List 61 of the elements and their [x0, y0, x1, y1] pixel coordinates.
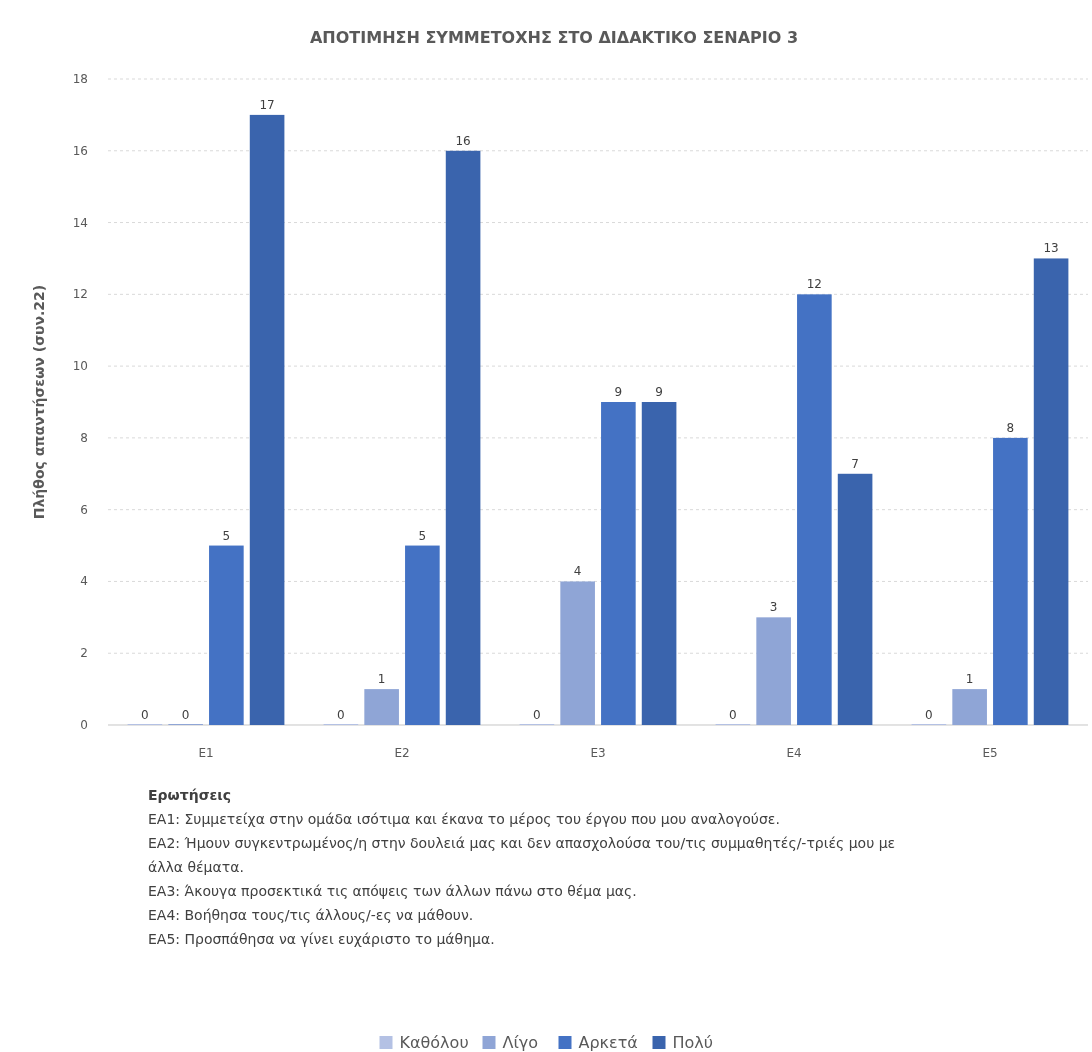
text: ΕΑ4: Βοήθησα τους/τις άλλους/-ες να μάθουν. [148, 907, 474, 923]
y-tick-label: 8 [80, 430, 88, 445]
bar [756, 617, 791, 725]
bar [797, 294, 832, 725]
bar [993, 437, 1028, 725]
bar [405, 545, 440, 725]
data-label: 5 [418, 528, 427, 543]
text: ΕΑ2: Ήμουν συγκεντρωμένος/η στην δουλειά μας και δεν απασχολούσα του/τις συμμαθητές/-τριές μου με άλλα θέματα. [148, 835, 896, 875]
bar [364, 689, 399, 725]
legend-label: Πολύ [672, 1033, 714, 1052]
y-tick-label: 2 [80, 646, 88, 661]
data-label: 1 [965, 672, 974, 687]
data-label: 0 [337, 708, 345, 722]
data-label: 8 [1006, 420, 1015, 435]
y-tick-label: 16 [72, 143, 88, 158]
data-label: 17 [259, 97, 275, 112]
text: Ερωτήσεις [148, 787, 232, 803]
bar [560, 581, 595, 725]
data-label: 1 [377, 672, 386, 687]
y-tick-label: 12 [72, 287, 88, 302]
chart-title: ΑΠΟΤΙΜΗΣΗ ΣΥΜΜΕΤΟΧΗΣ ΣΤΟ ΔΙΔΑΚΤΙΚΟ ΣΕΝΑΡΙΟ 3 [309, 28, 799, 47]
legend-label: Αρκετά [578, 1033, 638, 1052]
data-label: 7 [851, 456, 859, 471]
bar [952, 689, 987, 725]
x-tick-label: Ε5 [982, 746, 998, 760]
data-label: 12 [806, 277, 822, 292]
data-label: 9 [655, 385, 663, 399]
legend-label: Λίγο [502, 1033, 539, 1052]
x-tick-label: Ε4 [786, 746, 802, 760]
bar [837, 473, 873, 725]
text: ΕΑ3: Άκουγα προσεκτικά τις απόψεις των άλλων πάνω στο θέμα μας. [148, 883, 637, 899]
bar [209, 545, 244, 725]
bar [445, 150, 481, 725]
y-axis-title: Πλήθος απαντήσεων (συν.22) [31, 284, 47, 520]
bar [1033, 258, 1069, 725]
data-label: 0 [925, 708, 933, 722]
data-label: 13 [1043, 241, 1059, 256]
y-tick-label: 14 [72, 215, 88, 230]
bar [601, 402, 636, 725]
text: ΕΑ1: Συμμετείχα στην ομάδα ισότιμα και έκανα το μέρος του έργου που μου αναλογούσε. [148, 811, 780, 827]
data-label: 5 [222, 528, 231, 543]
x-tick-label: Ε3 [590, 746, 606, 760]
text: ΕΑ5: Προσπάθησα να γίνει ευχάριστο το μάθημα. [148, 931, 495, 947]
data-label: 0 [141, 708, 149, 722]
bar [641, 402, 677, 725]
data-label: 4 [573, 564, 582, 579]
data-label: 16 [455, 133, 471, 148]
data-label: 0 [181, 708, 190, 722]
legend-label: Καθόλου [399, 1033, 469, 1052]
data-label: 9 [614, 385, 623, 399]
y-tick-label: 6 [80, 502, 88, 517]
data-label: 0 [533, 708, 541, 722]
y-tick-label: 10 [72, 359, 88, 374]
y-tick-label: 4 [80, 574, 88, 589]
bar [249, 114, 285, 725]
data-label: 0 [729, 708, 737, 722]
y-tick-label: 0 [80, 718, 88, 732]
x-tick-label: Ε2 [394, 746, 410, 760]
y-tick-label: 18 [72, 72, 88, 86]
data-label: 3 [769, 600, 778, 615]
x-tick-label: Ε1 [198, 746, 214, 760]
